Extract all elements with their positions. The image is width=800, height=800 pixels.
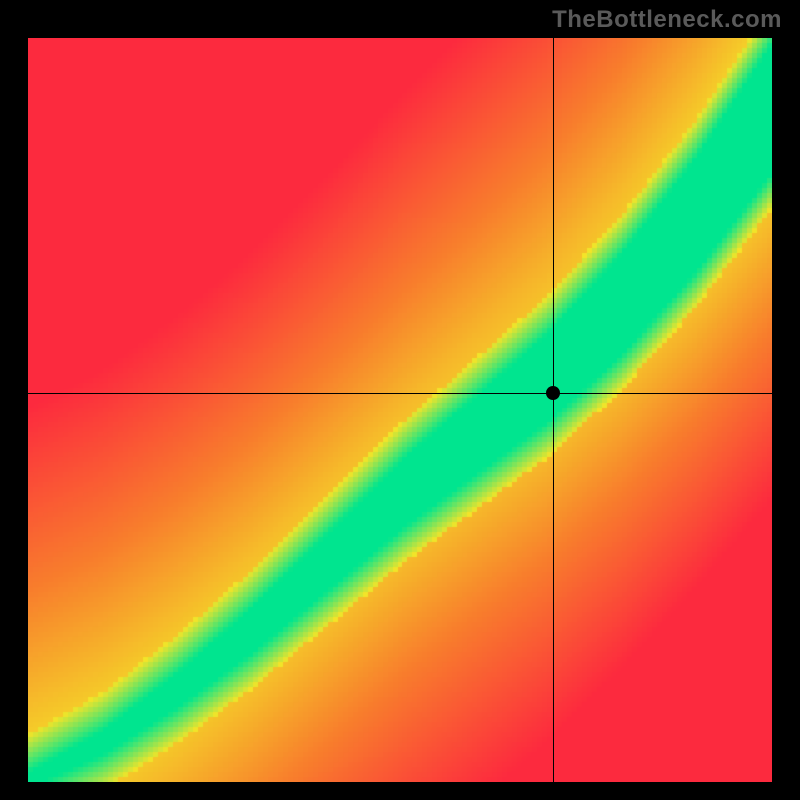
crosshair-horizontal	[28, 393, 772, 394]
heatmap-canvas	[28, 38, 772, 782]
crosshair-vertical	[553, 38, 554, 782]
bottleneck-heatmap	[28, 38, 772, 782]
watermark-text: TheBottleneck.com	[552, 6, 782, 34]
marker-dot	[546, 386, 560, 400]
